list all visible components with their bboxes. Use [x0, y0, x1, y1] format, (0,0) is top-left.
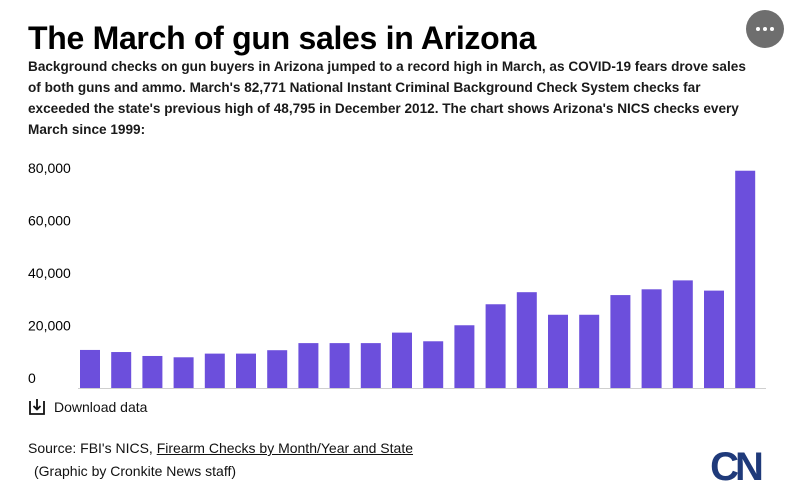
bar-2010[interactable]: [423, 341, 444, 388]
bar-2000[interactable]: [111, 352, 132, 388]
y-tick-label: 0: [28, 370, 36, 386]
y-tick-label: 40,000: [28, 265, 71, 281]
bar-2017[interactable]: [641, 289, 662, 388]
bar-2004[interactable]: [236, 353, 256, 388]
more-dots-icon: [756, 27, 760, 31]
bar-2008[interactable]: [360, 343, 381, 388]
logo-text: CN: [710, 445, 762, 486]
bar-2019[interactable]: [704, 290, 724, 388]
bar-chart: 0 20,000 40,000 60,000 80,000: [28, 160, 766, 389]
y-axis-ticks: 0 20,000 40,000 60,000 80,000: [28, 160, 71, 386]
cronkite-news-logo: CN: [710, 445, 766, 486]
download-data-link[interactable]: Download data: [28, 398, 147, 416]
bar-2012[interactable]: [485, 304, 506, 388]
bar-2016[interactable]: [610, 295, 631, 388]
download-label: Download data: [54, 399, 148, 415]
bar-2014[interactable]: [548, 314, 568, 388]
bar-2018[interactable]: [672, 280, 693, 388]
bar-2015[interactable]: [579, 314, 600, 388]
download-icon: [29, 399, 45, 415]
bar-2002[interactable]: [173, 357, 194, 388]
bar-2003[interactable]: [204, 353, 225, 388]
source-line: Source: FBI's NICS, Firearm Checks by Mo…: [28, 440, 413, 456]
bar-2006[interactable]: [298, 343, 319, 388]
chart-subtitle: Background checks on gun buyers in Arizo…: [28, 59, 746, 137]
bar-2013[interactable]: [516, 292, 537, 388]
more-options-button[interactable]: [746, 10, 784, 48]
bar-2011[interactable]: [454, 325, 475, 388]
y-tick-label: 80,000: [28, 160, 71, 176]
y-tick-label: 60,000: [28, 213, 71, 229]
source-link[interactable]: Firearm Checks by Month/Year and State: [156, 440, 413, 456]
bars: [80, 170, 756, 388]
chart-title: The March of gun sales in Arizona: [28, 20, 537, 56]
credit-line: (Graphic by Cronkite News staff): [34, 463, 237, 479]
bar-2001[interactable]: [142, 355, 163, 388]
source-prefix: Source: FBI's NICS,: [28, 440, 157, 456]
bar-2005[interactable]: [267, 350, 288, 388]
bar-2009[interactable]: [392, 332, 412, 388]
bar-2007[interactable]: [329, 343, 350, 388]
more-dots-icon-dot: [770, 27, 774, 31]
bar-2020[interactable]: [735, 170, 756, 388]
bar-1999[interactable]: [80, 349, 100, 388]
more-dots-icon-dot: [763, 27, 767, 31]
y-tick-label: 20,000: [28, 318, 71, 334]
